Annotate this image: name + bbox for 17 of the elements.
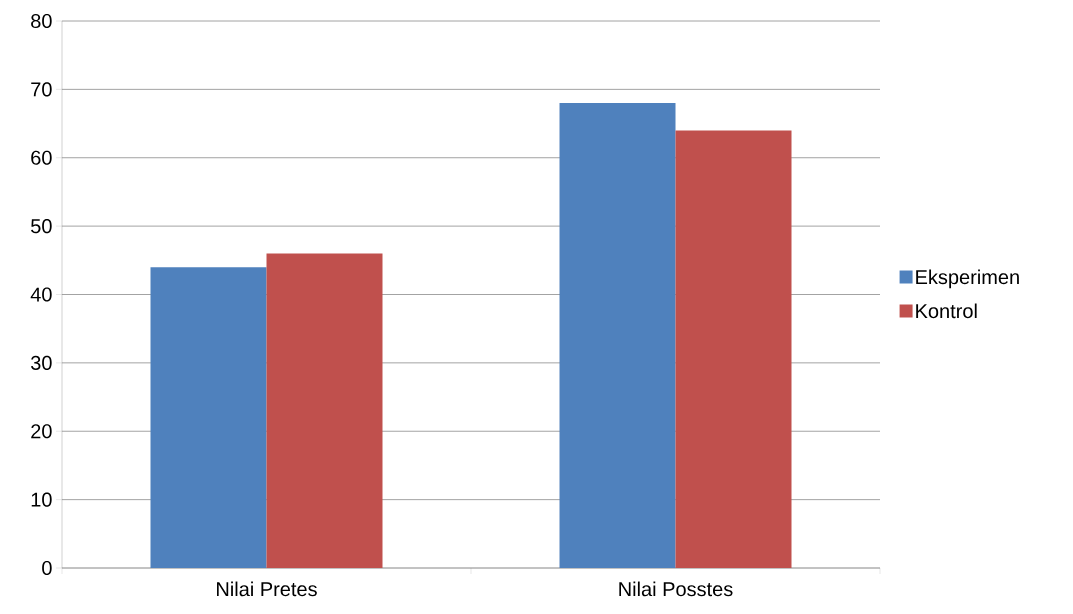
x-tick-label: Nilai Posstes [619,581,733,597]
x-tick-label: Nilai Pretes [217,581,317,597]
y-tick-label: 20 [31,424,52,439]
y-tick-label: 10 [31,492,52,507]
y-tick-label: 40 [30,287,52,302]
y-tick-label: 50 [31,219,52,234]
bar [559,103,676,568]
bar [150,267,267,568]
y-tick-label: 60 [31,150,52,165]
legend-label: Kontrol [916,303,977,319]
y-tick-label: 80 [31,13,52,29]
y-tick-label: 70 [31,82,52,97]
y-tick-label: 30 [31,355,52,370]
bar [266,253,383,568]
legend-label: Eksperimen [916,269,1019,289]
y-tick-label: 0 [42,560,52,576]
bar [675,130,792,568]
